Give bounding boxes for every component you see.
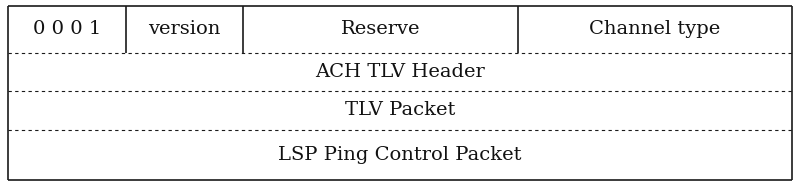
Text: Reserve: Reserve	[341, 20, 420, 38]
Text: ACH TLV Header: ACH TLV Header	[315, 63, 485, 81]
Text: version: version	[148, 20, 221, 38]
Text: 0 0 0 1: 0 0 0 1	[33, 20, 101, 38]
Text: LSP Ping Control Packet: LSP Ping Control Packet	[278, 146, 522, 164]
Text: TLV Packet: TLV Packet	[345, 102, 455, 119]
Text: Channel type: Channel type	[589, 20, 721, 38]
